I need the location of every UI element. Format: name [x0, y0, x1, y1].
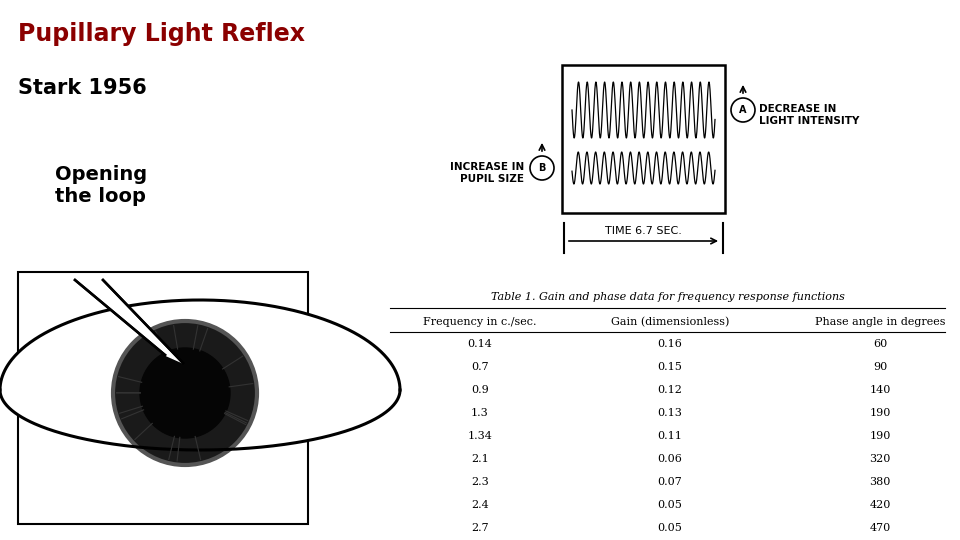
- Text: Table 1. Gain and phase data for frequency response functions: Table 1. Gain and phase data for frequen…: [491, 292, 845, 302]
- Circle shape: [140, 348, 230, 438]
- Text: 2.7: 2.7: [471, 523, 489, 533]
- Text: 2.4: 2.4: [471, 500, 489, 510]
- Text: 0.9: 0.9: [471, 385, 489, 395]
- Text: 0.14: 0.14: [468, 339, 492, 349]
- Text: 60: 60: [873, 339, 887, 349]
- Text: 320: 320: [870, 454, 891, 464]
- Text: 90: 90: [873, 362, 887, 372]
- Text: Stark 1956: Stark 1956: [18, 78, 147, 98]
- Text: Pupillary Light Reflex: Pupillary Light Reflex: [18, 22, 305, 46]
- Text: 0.15: 0.15: [658, 362, 683, 372]
- Text: 2.1: 2.1: [471, 454, 489, 464]
- Text: B: B: [539, 163, 545, 173]
- Text: 1.3: 1.3: [471, 408, 489, 418]
- Circle shape: [530, 156, 554, 180]
- Text: Frequency in c./sec.: Frequency in c./sec.: [423, 317, 537, 327]
- Text: 190: 190: [870, 408, 891, 418]
- Text: 0.05: 0.05: [658, 523, 683, 533]
- Text: 470: 470: [870, 523, 891, 533]
- Text: 0.12: 0.12: [658, 385, 683, 395]
- Text: 0.13: 0.13: [658, 408, 683, 418]
- Text: Phase angle in degrees: Phase angle in degrees: [815, 317, 946, 327]
- Text: DECREASE IN
LIGHT INTENSITY: DECREASE IN LIGHT INTENSITY: [759, 104, 859, 126]
- Polygon shape: [75, 280, 183, 363]
- Text: 380: 380: [870, 477, 891, 487]
- Text: Opening
the loop: Opening the loop: [55, 165, 147, 206]
- Circle shape: [731, 98, 755, 122]
- Text: TIME 6.7 SEC.: TIME 6.7 SEC.: [605, 226, 682, 235]
- Bar: [562, 65, 725, 213]
- Bar: [18, 272, 308, 524]
- Text: 0.05: 0.05: [658, 500, 683, 510]
- Text: 140: 140: [870, 385, 891, 395]
- Text: 2.3: 2.3: [471, 477, 489, 487]
- Text: 0.11: 0.11: [658, 431, 683, 441]
- Text: INCREASE IN
PUPIL SIZE: INCREASE IN PUPIL SIZE: [449, 162, 524, 184]
- Text: 0.07: 0.07: [658, 477, 683, 487]
- Circle shape: [113, 321, 257, 465]
- Text: 1.34: 1.34: [468, 431, 492, 441]
- Text: Gain (dimensionless): Gain (dimensionless): [611, 317, 730, 327]
- Text: 190: 190: [870, 431, 891, 441]
- Text: 0.7: 0.7: [471, 362, 489, 372]
- Text: A: A: [739, 105, 747, 115]
- Text: 0.16: 0.16: [658, 339, 683, 349]
- Text: 420: 420: [870, 500, 891, 510]
- Polygon shape: [0, 300, 400, 450]
- Text: 0.06: 0.06: [658, 454, 683, 464]
